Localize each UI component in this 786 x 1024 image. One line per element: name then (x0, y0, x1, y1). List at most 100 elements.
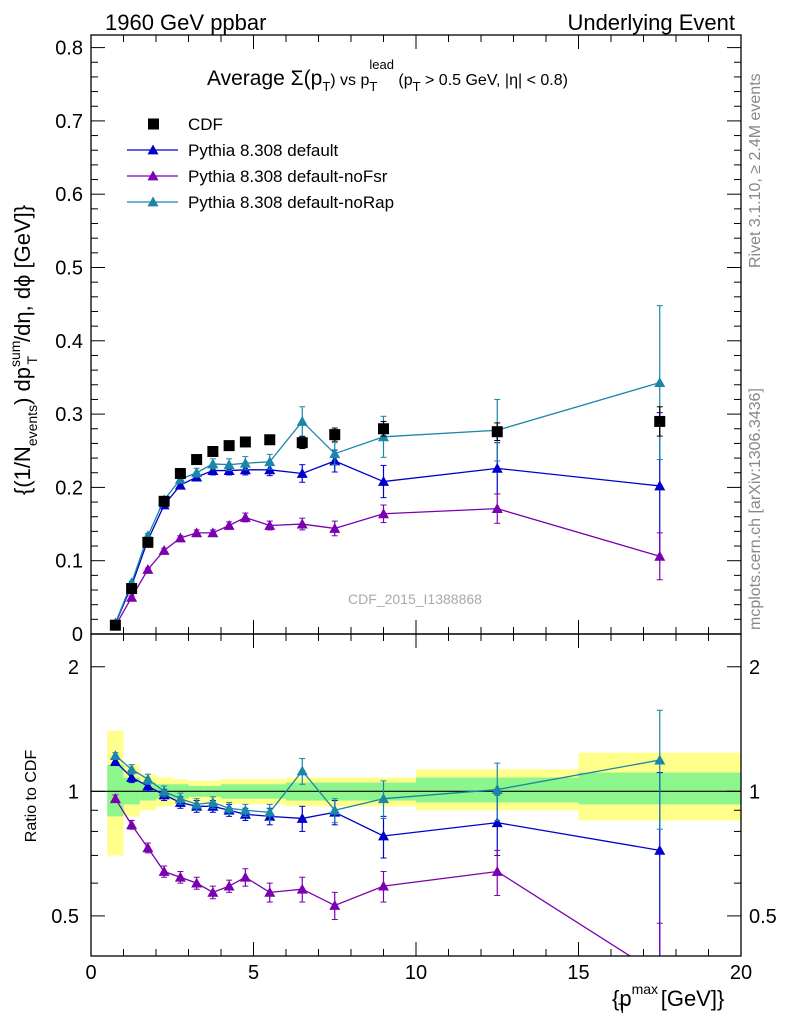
data-point (142, 773, 154, 784)
data-point (264, 456, 276, 467)
series-cdf (109, 406, 666, 631)
tick-label: 0.2 (55, 477, 83, 499)
legend-label: Pythia 8.308 default (188, 141, 339, 160)
data-point (654, 550, 666, 561)
legend-marker (147, 170, 159, 181)
tick-label: 0.5 (749, 906, 777, 928)
analysis-watermark: CDF_2015_I1388868 (348, 591, 482, 607)
data-point (223, 802, 235, 813)
data-point (491, 866, 503, 876)
data-point (174, 467, 186, 479)
data-point (126, 591, 138, 602)
data-point (239, 436, 251, 448)
data-point (491, 462, 503, 473)
data-point (264, 434, 276, 446)
tick-label: 5 (248, 962, 259, 984)
tick-label: 15 (567, 962, 589, 984)
data-point (654, 754, 666, 765)
series-pythia-8-308-default-norap (109, 305, 666, 628)
data-point (264, 886, 276, 897)
series-line (114, 508, 660, 627)
rivet-label: Rivet 3.1.10, ≥ 2.4M events (747, 73, 764, 268)
tick-label: 0.8 (55, 38, 83, 60)
data-point (296, 467, 308, 478)
tick-label: 0.5 (55, 258, 83, 280)
main-panel-series (109, 305, 666, 631)
ratio-band-inner (107, 764, 124, 817)
data-point (329, 429, 341, 441)
data-point (654, 377, 666, 387)
main-y-axis-label: {(1/Nevents) dpsumT/dη, dϕ [GeV]} (7, 205, 40, 495)
data-point (223, 520, 235, 530)
data-point (296, 415, 308, 426)
data-point (654, 480, 666, 491)
data-point (142, 536, 154, 548)
legend-marker (147, 196, 159, 207)
tick-label: 0.3 (55, 404, 83, 426)
tick-label: 0.5 (51, 906, 79, 928)
series-pythia-8-308-default-nofsr (109, 793, 663, 956)
series-pythia-8-308-default-nofsr (109, 493, 666, 631)
data-point (142, 842, 154, 853)
data-point (239, 804, 251, 815)
data-point (109, 756, 121, 766)
data-point (174, 871, 186, 882)
data-point (264, 806, 276, 817)
tick-label: 2 (68, 657, 79, 679)
data-point (491, 817, 503, 828)
ratio-panel-series (109, 709, 666, 956)
data-point (239, 511, 251, 522)
data-point (174, 479, 186, 490)
mcplots-label: mcplots.cern.ch [arXiv:1306.3436] (747, 388, 764, 630)
data-point (207, 527, 219, 538)
data-point (142, 780, 154, 791)
data-point (174, 793, 186, 804)
tick-label: 10 (405, 962, 427, 984)
legend: CDF Pythia 8.308 default Pythia 8.308 defa… (127, 115, 394, 212)
tick-label: 0 (85, 962, 96, 984)
data-point (239, 457, 251, 468)
legend-marker (148, 118, 159, 130)
data-point (491, 784, 503, 794)
process-label: Underlying Event (567, 10, 735, 35)
data-point (207, 796, 219, 807)
legend-label: Pythia 8.308 default-noRap (188, 193, 394, 212)
data-point (223, 459, 235, 470)
data-point (329, 899, 341, 910)
data-point (329, 804, 341, 815)
data-point (126, 763, 138, 774)
axis-ticks: 0 5 10 15 20 0 0.1 0.2 0.3 0.4 0.5 0.6 0.7 0.8 0.5 0.5 1… (51, 35, 777, 984)
data-point (296, 812, 308, 823)
data-point (191, 454, 203, 466)
tick-label: 1 (68, 781, 79, 803)
legend-marker (147, 144, 159, 155)
data-point (329, 448, 341, 459)
data-point (378, 508, 389, 519)
x-axis-label: {pmax T [GeV]} (612, 981, 724, 1016)
data-point (654, 844, 666, 855)
data-point (378, 793, 389, 804)
legend-item-cdf: CDF (148, 115, 223, 134)
data-point (264, 520, 276, 530)
energy-label: 1960 GeV ppbar (105, 10, 266, 35)
data-point (158, 495, 170, 507)
data-point (207, 445, 219, 457)
data-point (329, 522, 341, 533)
data-point (191, 467, 203, 478)
data-point (378, 880, 389, 891)
data-point (126, 583, 138, 595)
tick-label: 1 (749, 781, 760, 803)
legend-item-pythia-8-308-default: Pythia 8.308 default (127, 141, 339, 160)
tick-label: 0 (72, 624, 83, 646)
data-point (378, 830, 389, 841)
tick-label: 0.1 (55, 551, 83, 573)
tick-label: 0.4 (55, 331, 83, 353)
data-point (158, 866, 170, 876)
data-point (126, 772, 138, 782)
data-point (239, 871, 251, 882)
data-point (207, 465, 219, 475)
data-point (491, 426, 503, 438)
data-point (174, 532, 186, 543)
legend-label: Pythia 8.308 default-noFsr (188, 167, 388, 186)
